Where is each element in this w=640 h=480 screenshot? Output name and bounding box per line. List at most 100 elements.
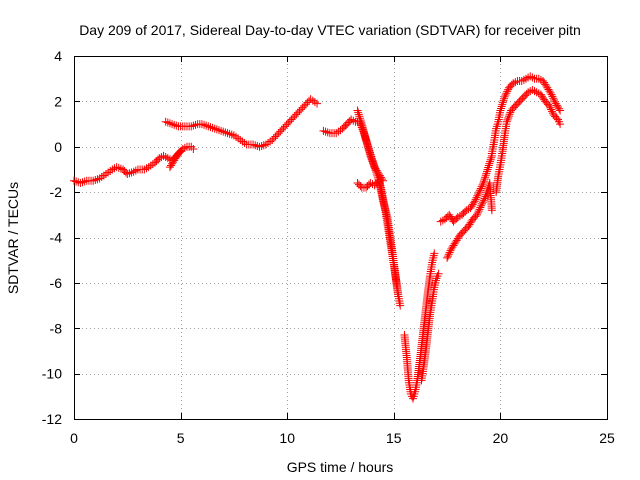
data-point	[446, 246, 455, 255]
data-point	[362, 135, 371, 144]
y-tick-label: -12	[42, 411, 62, 427]
data-point	[187, 122, 196, 131]
data-point	[170, 156, 179, 165]
data-point	[499, 96, 508, 105]
data-point	[72, 177, 81, 186]
y-tick-label: -4	[50, 230, 63, 246]
data-point	[321, 127, 330, 136]
data-point	[95, 174, 104, 183]
data-point	[482, 188, 491, 197]
data-point	[476, 203, 485, 212]
data-point	[481, 171, 490, 180]
data-point	[269, 134, 278, 143]
data-point	[469, 198, 478, 207]
data-point	[189, 145, 198, 154]
data-point	[298, 103, 307, 112]
data-point	[504, 112, 513, 121]
data-point	[468, 200, 477, 209]
data-point	[91, 176, 100, 185]
data-point	[429, 253, 438, 262]
data-point	[546, 103, 555, 112]
data-point	[281, 122, 290, 131]
data-point	[555, 104, 564, 113]
data-point	[301, 100, 310, 109]
data-point	[161, 117, 170, 126]
data-point	[369, 159, 378, 168]
data-point	[453, 234, 462, 243]
data-point	[369, 161, 378, 170]
y-axis-label: SDTVAR / TECUs	[5, 182, 21, 294]
data-point	[334, 127, 343, 136]
data-point	[503, 115, 512, 124]
data-point	[502, 89, 511, 98]
data-point	[232, 132, 241, 141]
data-point	[99, 171, 108, 180]
data-point	[285, 117, 294, 126]
data-point	[547, 107, 556, 116]
data-point	[358, 122, 367, 131]
data-point	[227, 130, 236, 139]
data-point	[219, 127, 228, 136]
data-point	[380, 201, 389, 210]
data-point	[394, 290, 403, 299]
data-point	[445, 210, 454, 219]
data-point	[543, 83, 552, 92]
data-point	[550, 96, 559, 105]
data-point	[282, 120, 291, 129]
data-point	[89, 176, 98, 185]
data-point	[509, 79, 518, 88]
data-point	[545, 101, 554, 110]
data-point	[466, 218, 475, 227]
data-point	[366, 179, 375, 188]
data-point	[487, 153, 496, 162]
data-point	[295, 107, 304, 116]
data-point	[498, 98, 507, 107]
data-point	[446, 212, 455, 221]
data-point	[451, 238, 460, 247]
data-point	[503, 87, 512, 96]
data-point	[297, 105, 306, 114]
data-point	[492, 122, 501, 131]
data-point	[477, 201, 486, 210]
data-point	[167, 161, 176, 170]
data-point	[202, 121, 211, 130]
data-point	[379, 197, 388, 206]
data-point	[485, 159, 494, 168]
data-point	[238, 137, 247, 146]
data-point	[367, 155, 376, 164]
data-point	[479, 177, 488, 186]
data-point	[445, 248, 454, 257]
data-point	[382, 211, 391, 220]
data-point	[429, 251, 438, 260]
data-point	[506, 108, 515, 117]
data-point	[465, 220, 474, 229]
data-point	[476, 184, 485, 193]
data-point	[544, 85, 553, 94]
data-point	[180, 143, 189, 152]
data-point	[217, 126, 226, 135]
data-point	[127, 168, 136, 177]
data-point	[528, 73, 537, 82]
data-point	[443, 252, 452, 261]
data-point	[519, 75, 528, 84]
data-point	[530, 87, 539, 96]
data-point	[443, 253, 452, 262]
data-point	[319, 126, 328, 135]
data-point	[537, 92, 546, 101]
data-point	[526, 72, 535, 81]
data-point	[234, 134, 243, 143]
data-point	[547, 90, 556, 99]
data-point	[473, 191, 482, 200]
data-point	[363, 141, 372, 150]
data-point	[484, 161, 493, 170]
data-point	[212, 125, 221, 134]
data-point	[356, 116, 365, 125]
y-tick-label: 0	[54, 139, 62, 155]
data-point	[428, 258, 437, 267]
data-point	[447, 244, 456, 253]
data-point	[496, 106, 505, 115]
data-point	[548, 92, 557, 101]
data-point	[363, 139, 372, 148]
data-point	[279, 124, 288, 133]
data-point	[486, 157, 495, 166]
